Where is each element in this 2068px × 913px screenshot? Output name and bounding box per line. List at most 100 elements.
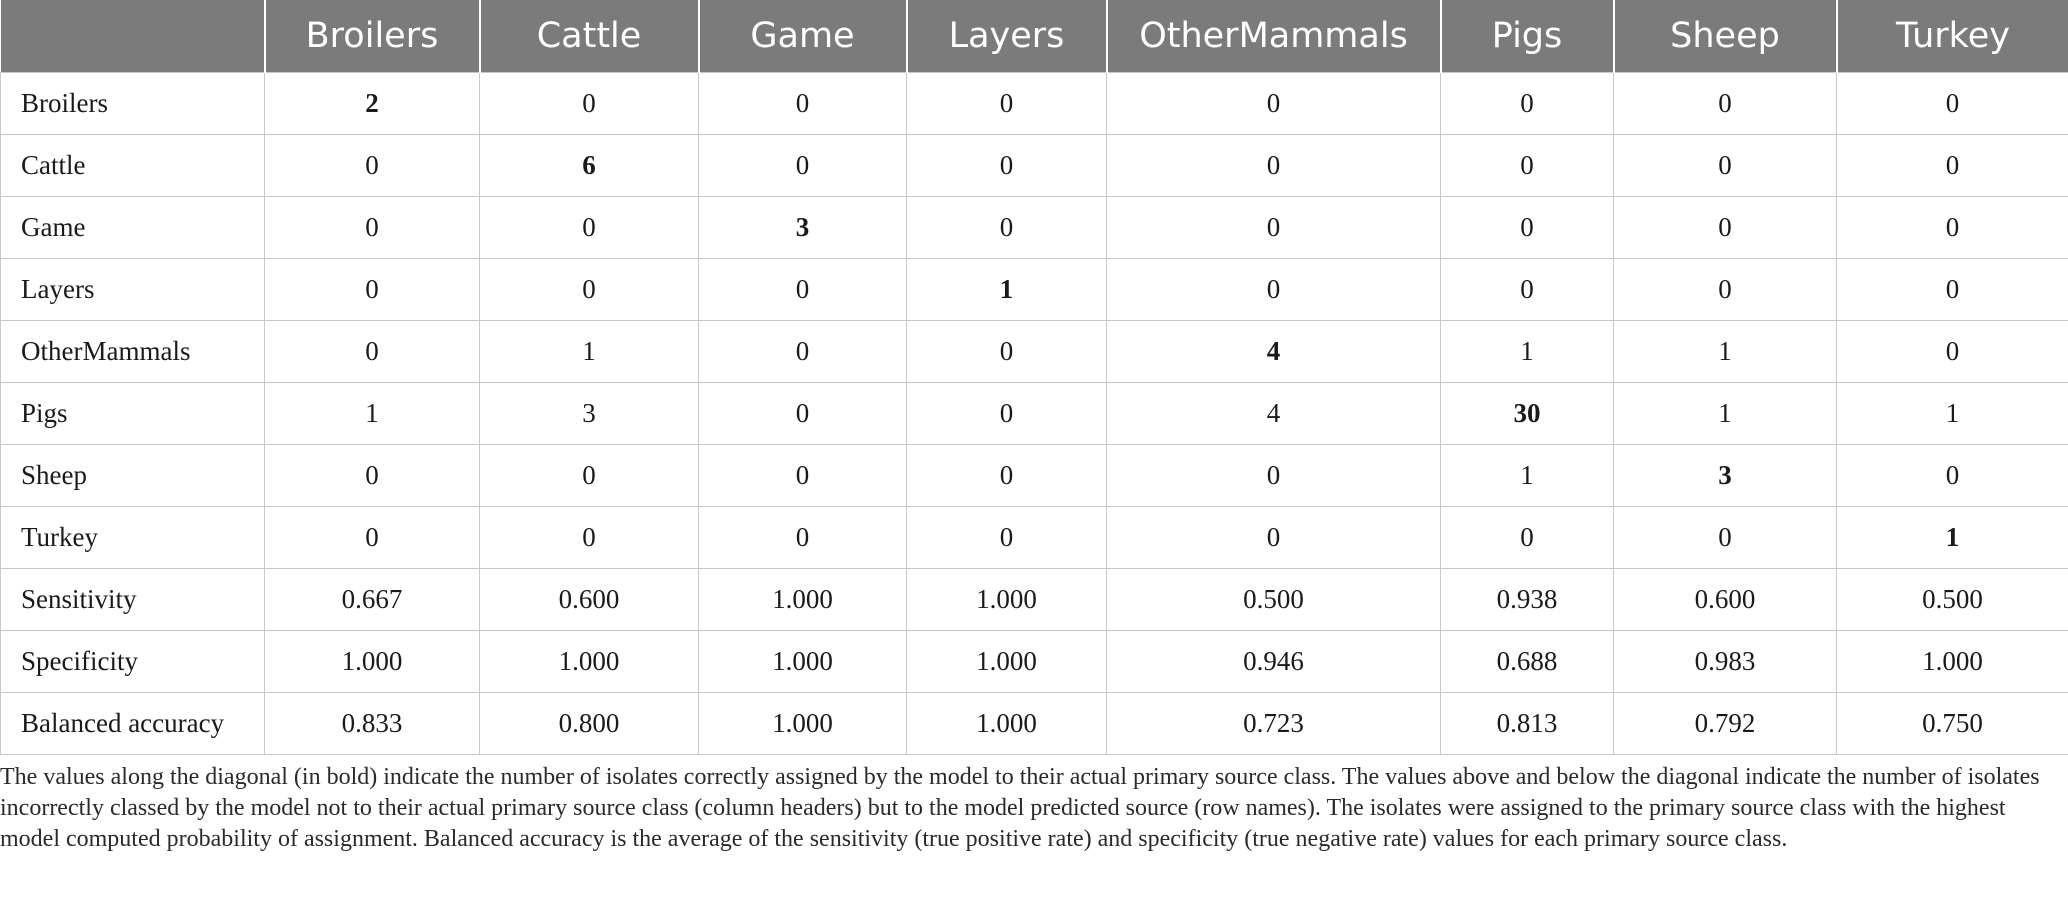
table-cell: 0 (1836, 258, 2068, 321)
column-header: Layers (905, 0, 1107, 73)
table-cell: 0 (906, 506, 1107, 569)
table-cell: 1.000 (906, 630, 1107, 693)
table-row: Broilers 2 0 0 0 0 0 0 0 (0, 72, 2068, 135)
table-cell: 0 (1836, 320, 2068, 383)
row-name: Broilers (0, 72, 265, 135)
table-cell: 0.750 (1836, 692, 2068, 755)
table-cell: 0 (1440, 72, 1614, 135)
column-header: Cattle (478, 0, 699, 73)
table-cell: 1.000 (906, 692, 1107, 755)
table-cell: 0 (698, 506, 907, 569)
table-cell: 0 (264, 196, 480, 259)
table-cell: 0.500 (1836, 568, 2068, 631)
table-cell: 0 (1613, 506, 1837, 569)
table-cell: 0.800 (479, 692, 699, 755)
table-cell: 0.500 (1106, 568, 1441, 631)
table-cell: 1 (479, 320, 699, 383)
row-name: OtherMammals (0, 320, 265, 383)
table-cell: 0.833 (264, 692, 480, 755)
table-cell: 1 (1613, 320, 1837, 383)
table-cell: 0 (906, 134, 1107, 197)
table-row: Pigs 1 3 0 0 4 30 1 1 (0, 382, 2068, 445)
table-cell: 0 (479, 196, 699, 259)
diagonal-cell: 30 (1440, 382, 1614, 445)
table-row: Specificity 1.000 1.000 1.000 1.000 0.946 0.68… (0, 630, 2068, 693)
table-cell: 1 (1440, 444, 1614, 507)
table-cell: 0 (1106, 444, 1441, 507)
column-header: Sheep (1612, 0, 1837, 73)
table-cell: 0 (698, 72, 907, 135)
row-name: Balanced accuracy (0, 692, 265, 755)
row-name: Turkey (0, 506, 265, 569)
table-cell: 0.792 (1613, 692, 1837, 755)
diagonal-cell: 1 (1836, 506, 2068, 569)
row-name: Game (0, 196, 265, 259)
table-row: Sensitivity 0.667 0.600 1.000 1.000 0.500 0.93… (0, 568, 2068, 631)
table-cell: 0 (479, 506, 699, 569)
table-cell: 0.600 (1613, 568, 1837, 631)
table-cell: 3 (479, 382, 699, 445)
table-cell: 1 (1836, 382, 2068, 445)
table-row: OtherMammals 0 1 0 0 4 1 1 0 (0, 320, 2068, 383)
column-header: Game (697, 0, 907, 73)
table-cell: 0 (1613, 196, 1837, 259)
table-cell: 0.946 (1106, 630, 1441, 693)
table-cell: 1.000 (906, 568, 1107, 631)
table-cell: 0.813 (1440, 692, 1614, 755)
table-cell: 0.600 (479, 568, 699, 631)
table-cell: 0.938 (1440, 568, 1614, 631)
table-cell: 0 (698, 134, 907, 197)
column-header: OtherMammals (1105, 0, 1441, 73)
confusion-matrix-table-container: Broilers Cattle Game Layers OtherMammals Pigs… (0, 0, 2068, 755)
table-cell: 0.983 (1613, 630, 1837, 693)
header-row: Broilers Cattle Game Layers OtherMammals Pigs… (0, 0, 2068, 73)
table-cell: 0 (1440, 196, 1614, 259)
row-name: Layers (0, 258, 265, 321)
table-cell: 0 (479, 258, 699, 321)
confusion-matrix-table: Broilers Cattle Game Layers OtherMammals Pigs… (0, 0, 2068, 755)
table-cell: 0 (698, 258, 907, 321)
diagonal-cell: 4 (1106, 320, 1441, 383)
table-cell: 0 (264, 506, 480, 569)
table-cell: 1.000 (1836, 630, 2068, 693)
table-cell: 0 (1106, 134, 1441, 197)
row-name: Sheep (0, 444, 265, 507)
table-cell: 0 (479, 444, 699, 507)
table-cell: 0 (479, 72, 699, 135)
table-header: Broilers Cattle Game Layers OtherMammals Pigs… (0, 0, 2068, 73)
table-cell: 0 (906, 72, 1107, 135)
column-header: Pigs (1439, 0, 1614, 73)
table-cell: 0 (1613, 258, 1837, 321)
diagonal-cell: 2 (264, 72, 480, 135)
table-cell: 0 (698, 382, 907, 445)
diagonal-cell: 1 (906, 258, 1107, 321)
row-name: Sensitivity (0, 568, 265, 631)
table-cell: 0 (906, 444, 1107, 507)
table-row: Layers 0 0 0 1 0 0 0 0 (0, 258, 2068, 321)
table-cell: 1.000 (698, 630, 907, 693)
diagonal-cell: 3 (1613, 444, 1837, 507)
table-body: Broilers 2 0 0 0 0 0 0 0 Cattle 0 6 0 0 0 0 0 0 Game 0 0 3 0 0 0… (0, 72, 2068, 755)
table-cell: 0.688 (1440, 630, 1614, 693)
diagonal-cell: 6 (479, 134, 699, 197)
table-cell: 1 (264, 382, 480, 445)
table-cell: 0 (1440, 134, 1614, 197)
table-row: Game 0 0 3 0 0 0 0 0 (0, 196, 2068, 259)
table-cell: 1 (1440, 320, 1614, 383)
table-cell: 0 (264, 258, 480, 321)
table-cell: 0 (1836, 196, 2068, 259)
table-cell: 0 (1106, 72, 1441, 135)
table-cell: 1.000 (698, 692, 907, 755)
table-cell: 0 (1440, 506, 1614, 569)
column-header: Turkey (1835, 0, 2068, 73)
table-cell: 4 (1106, 382, 1441, 445)
table-cell: 0 (906, 382, 1107, 445)
table-cell: 0 (1106, 258, 1441, 321)
table-footnote: The values along the diagonal (in bold) … (0, 764, 2040, 852)
table-cell: 1 (1613, 382, 1837, 445)
row-name: Specificity (0, 630, 265, 693)
row-name: Cattle (0, 134, 265, 197)
table-cell: 0 (1106, 506, 1441, 569)
table-cell: 0.667 (264, 568, 480, 631)
table-cell: 1.000 (264, 630, 480, 693)
